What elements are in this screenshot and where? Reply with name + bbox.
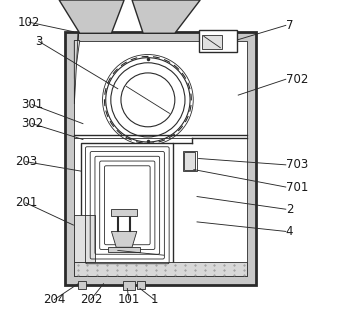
Text: 202: 202 — [80, 293, 102, 306]
Bar — [65, 32, 256, 285]
Text: 1: 1 — [151, 293, 158, 306]
Bar — [78, 281, 86, 289]
Bar — [198, 30, 237, 52]
Text: 702: 702 — [286, 73, 308, 86]
Circle shape — [121, 73, 175, 127]
Bar — [74, 41, 247, 276]
Text: 301: 301 — [21, 98, 43, 111]
Text: 203: 203 — [15, 155, 37, 168]
Bar — [137, 281, 145, 289]
Text: 2: 2 — [286, 203, 293, 216]
Bar — [184, 152, 195, 170]
Polygon shape — [59, 0, 124, 33]
Bar — [74, 215, 95, 262]
Text: 3: 3 — [35, 35, 42, 48]
Bar — [202, 35, 222, 49]
Text: 4: 4 — [286, 225, 293, 238]
Text: 701: 701 — [286, 180, 308, 194]
Bar — [108, 247, 140, 252]
Polygon shape — [74, 33, 78, 104]
Bar — [183, 151, 197, 171]
Circle shape — [102, 55, 193, 145]
Text: 101: 101 — [118, 293, 140, 306]
Text: 201: 201 — [15, 196, 37, 210]
Bar — [81, 143, 173, 268]
Bar — [123, 281, 135, 290]
Text: 204: 204 — [43, 293, 66, 306]
Polygon shape — [74, 41, 80, 79]
Polygon shape — [112, 231, 137, 247]
Polygon shape — [132, 0, 200, 33]
Text: 7: 7 — [286, 19, 293, 32]
Text: 102: 102 — [18, 16, 40, 29]
Bar — [112, 209, 137, 216]
Text: 703: 703 — [286, 158, 308, 171]
Text: 302: 302 — [21, 117, 43, 130]
Bar — [74, 262, 247, 276]
